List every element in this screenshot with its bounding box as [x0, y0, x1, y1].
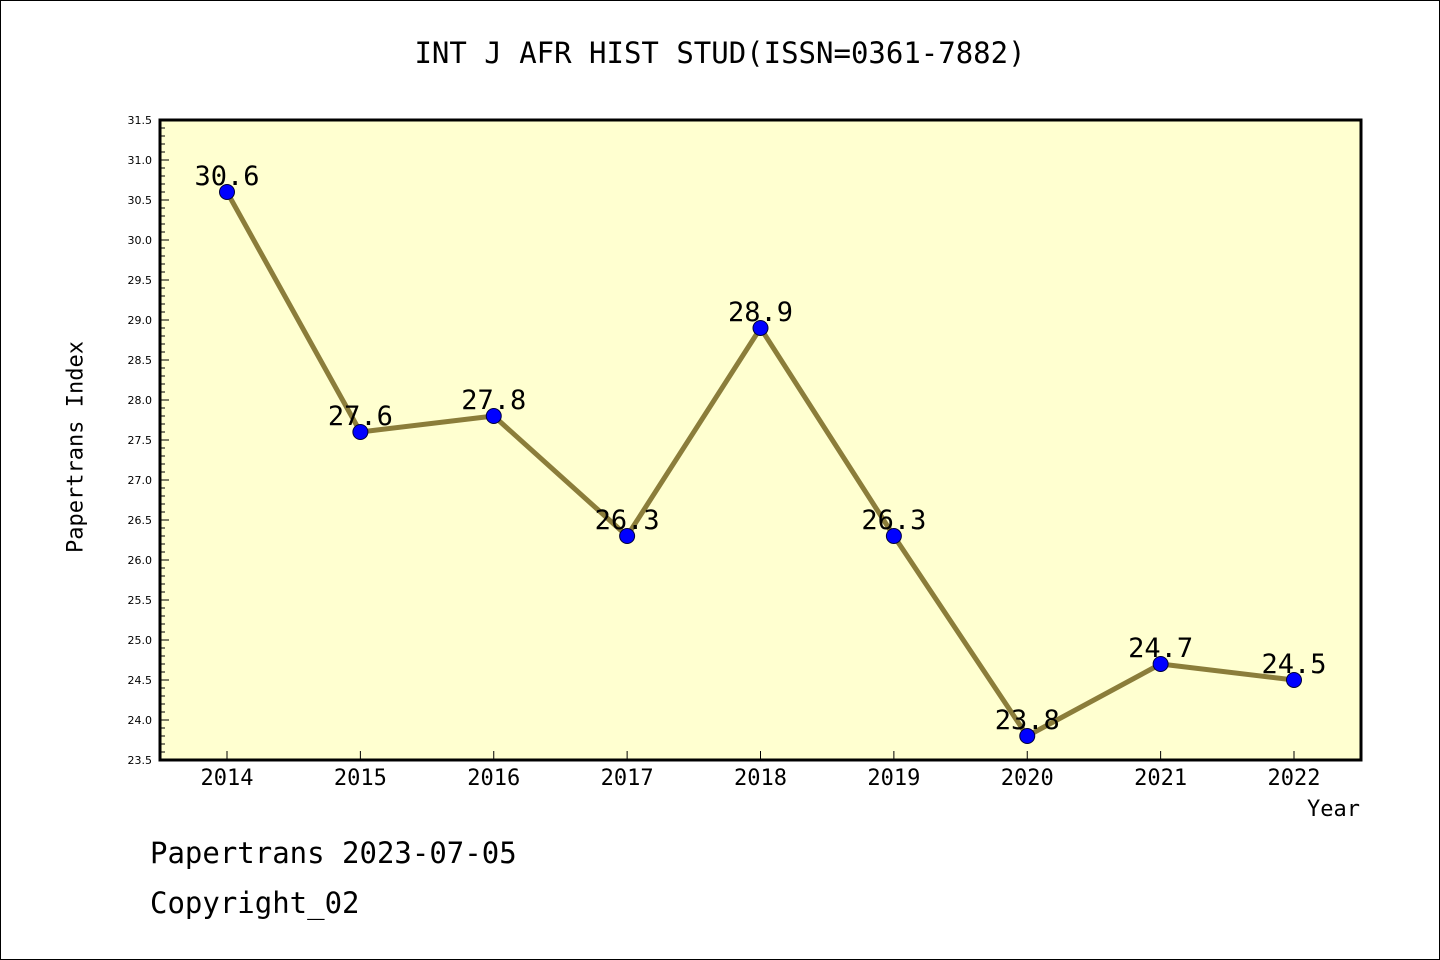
chart-title: INT J AFR HIST STUD(ISSN=0361-7882) [414, 36, 1026, 70]
x-tick-label: 2018 [734, 766, 787, 791]
x-tick-label: 2020 [1001, 766, 1054, 791]
plot-area [160, 120, 1361, 760]
x-tick-label: 2014 [201, 766, 254, 791]
y-tick-label: 24.5 [128, 674, 153, 687]
data-label: 28.9 [728, 297, 793, 328]
x-tick-label: 2022 [1268, 766, 1321, 791]
x-tick-label: 2016 [467, 766, 520, 791]
y-axis-ticks: 23.5 24.0 24.5 25.0 25.5 26.0 26.5 27.0 27.5 28.0… [128, 114, 169, 767]
y-tick-label: 27.0 [128, 474, 153, 487]
data-point [485, 408, 502, 424]
y-tick-label: 28.5 [128, 354, 153, 367]
y-tick-label: 29.5 [128, 274, 153, 287]
data-label: 24.5 [1261, 649, 1326, 680]
x-axis-label: Year [1307, 797, 1360, 822]
x-tick-label: 2015 [334, 766, 387, 791]
y-tick-label: 29.0 [128, 314, 153, 327]
y-tick-label: 24.0 [128, 714, 153, 727]
data-point [1286, 672, 1302, 688]
y-tick-label: 26.0 [128, 554, 153, 567]
data-label: 24.7 [1128, 633, 1193, 664]
data-point [1152, 656, 1169, 672]
data-point [885, 528, 902, 544]
data-point [219, 184, 235, 200]
data-label: 27.6 [328, 401, 393, 432]
footer-date: Papertrans 2023-07-05 [150, 836, 517, 870]
y-tick-label: 25.5 [128, 594, 153, 607]
data-label: 23.8 [995, 705, 1060, 736]
y-tick-label: 30.5 [128, 194, 153, 207]
data-label: 26.3 [595, 505, 660, 536]
y-tick-label: 25.0 [128, 634, 153, 647]
x-tick-label: 2017 [601, 766, 654, 791]
data-label: 30.6 [194, 161, 259, 192]
y-tick-label: 23.5 [128, 754, 153, 767]
data-label: 27.8 [461, 385, 526, 416]
y-tick-label: 27.5 [128, 434, 153, 447]
x-tick-label: 2021 [1134, 766, 1187, 791]
x-axis-ticks: 2014 2015 2016 2017 2018 2019 2020 2021 2022 [201, 751, 1321, 791]
plot-border [158, 118, 1363, 762]
data-point [352, 424, 369, 440]
x-tick-label: 2019 [867, 766, 920, 791]
data-markers [219, 184, 1302, 744]
data-label: 26.3 [861, 505, 926, 536]
data-point [619, 528, 636, 544]
y-tick-label: 31.5 [128, 114, 153, 127]
footer-copyright: Copyright_02 [150, 886, 360, 920]
y-tick-label: 28.0 [128, 394, 153, 407]
y-tick-label: 26.5 [128, 514, 153, 527]
data-point [1019, 728, 1036, 744]
y-tick-label: 31.0 [128, 154, 153, 167]
data-labels: 30.6 27.6 27.8 26.3 28.9 26.3 23.8 24.7 24.5 [194, 161, 1326, 736]
y-tick-label: 30.0 [128, 234, 153, 247]
data-point [752, 320, 769, 336]
